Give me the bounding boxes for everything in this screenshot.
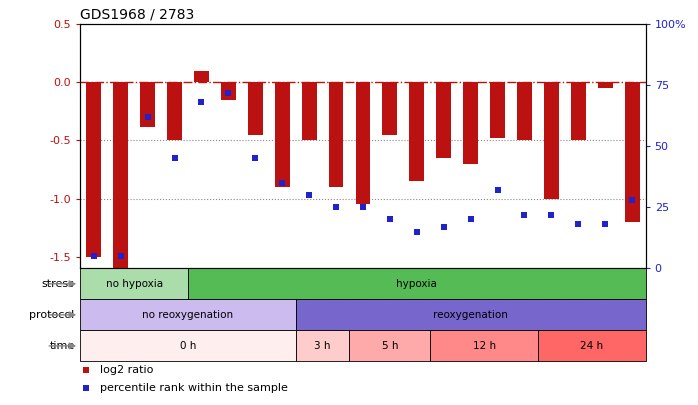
Text: 5 h: 5 h xyxy=(382,341,398,351)
Bar xyxy=(598,82,613,88)
Text: stress: stress xyxy=(42,279,75,289)
Text: time: time xyxy=(50,341,75,351)
Bar xyxy=(302,82,316,141)
Text: 24 h: 24 h xyxy=(580,341,603,351)
Bar xyxy=(517,82,532,141)
Bar xyxy=(188,268,646,299)
Bar xyxy=(221,82,236,100)
Text: percentile rank within the sample: percentile rank within the sample xyxy=(100,383,288,393)
Bar xyxy=(296,330,350,361)
Text: 0 h: 0 h xyxy=(180,341,196,351)
Bar xyxy=(80,330,296,361)
Bar xyxy=(87,82,101,257)
Text: 3 h: 3 h xyxy=(314,341,331,351)
Bar xyxy=(355,82,371,205)
Text: hypoxia: hypoxia xyxy=(396,279,437,289)
Bar xyxy=(248,82,262,135)
Bar xyxy=(430,330,538,361)
Text: 12 h: 12 h xyxy=(473,341,496,351)
Bar xyxy=(80,268,188,299)
Bar xyxy=(571,82,586,141)
Bar xyxy=(383,82,397,135)
Text: no hypoxia: no hypoxia xyxy=(105,279,163,289)
Bar xyxy=(410,82,424,181)
Text: log2 ratio: log2 ratio xyxy=(100,365,154,375)
Bar xyxy=(329,82,343,187)
Bar xyxy=(80,299,296,330)
Bar xyxy=(296,299,646,330)
Bar xyxy=(490,82,505,138)
Text: GDS1968 / 2783: GDS1968 / 2783 xyxy=(80,8,195,22)
Text: protocol: protocol xyxy=(29,310,75,320)
Bar xyxy=(538,330,646,361)
Bar xyxy=(463,82,478,164)
Bar xyxy=(544,82,559,198)
Bar xyxy=(350,330,430,361)
Bar xyxy=(140,82,155,126)
Text: reoxygenation: reoxygenation xyxy=(433,310,508,320)
Bar xyxy=(194,71,209,82)
Bar xyxy=(167,82,182,141)
Bar xyxy=(113,82,128,271)
Bar xyxy=(275,82,290,187)
Bar xyxy=(436,82,451,158)
Text: no reoxygenation: no reoxygenation xyxy=(142,310,234,320)
Bar xyxy=(625,82,639,222)
